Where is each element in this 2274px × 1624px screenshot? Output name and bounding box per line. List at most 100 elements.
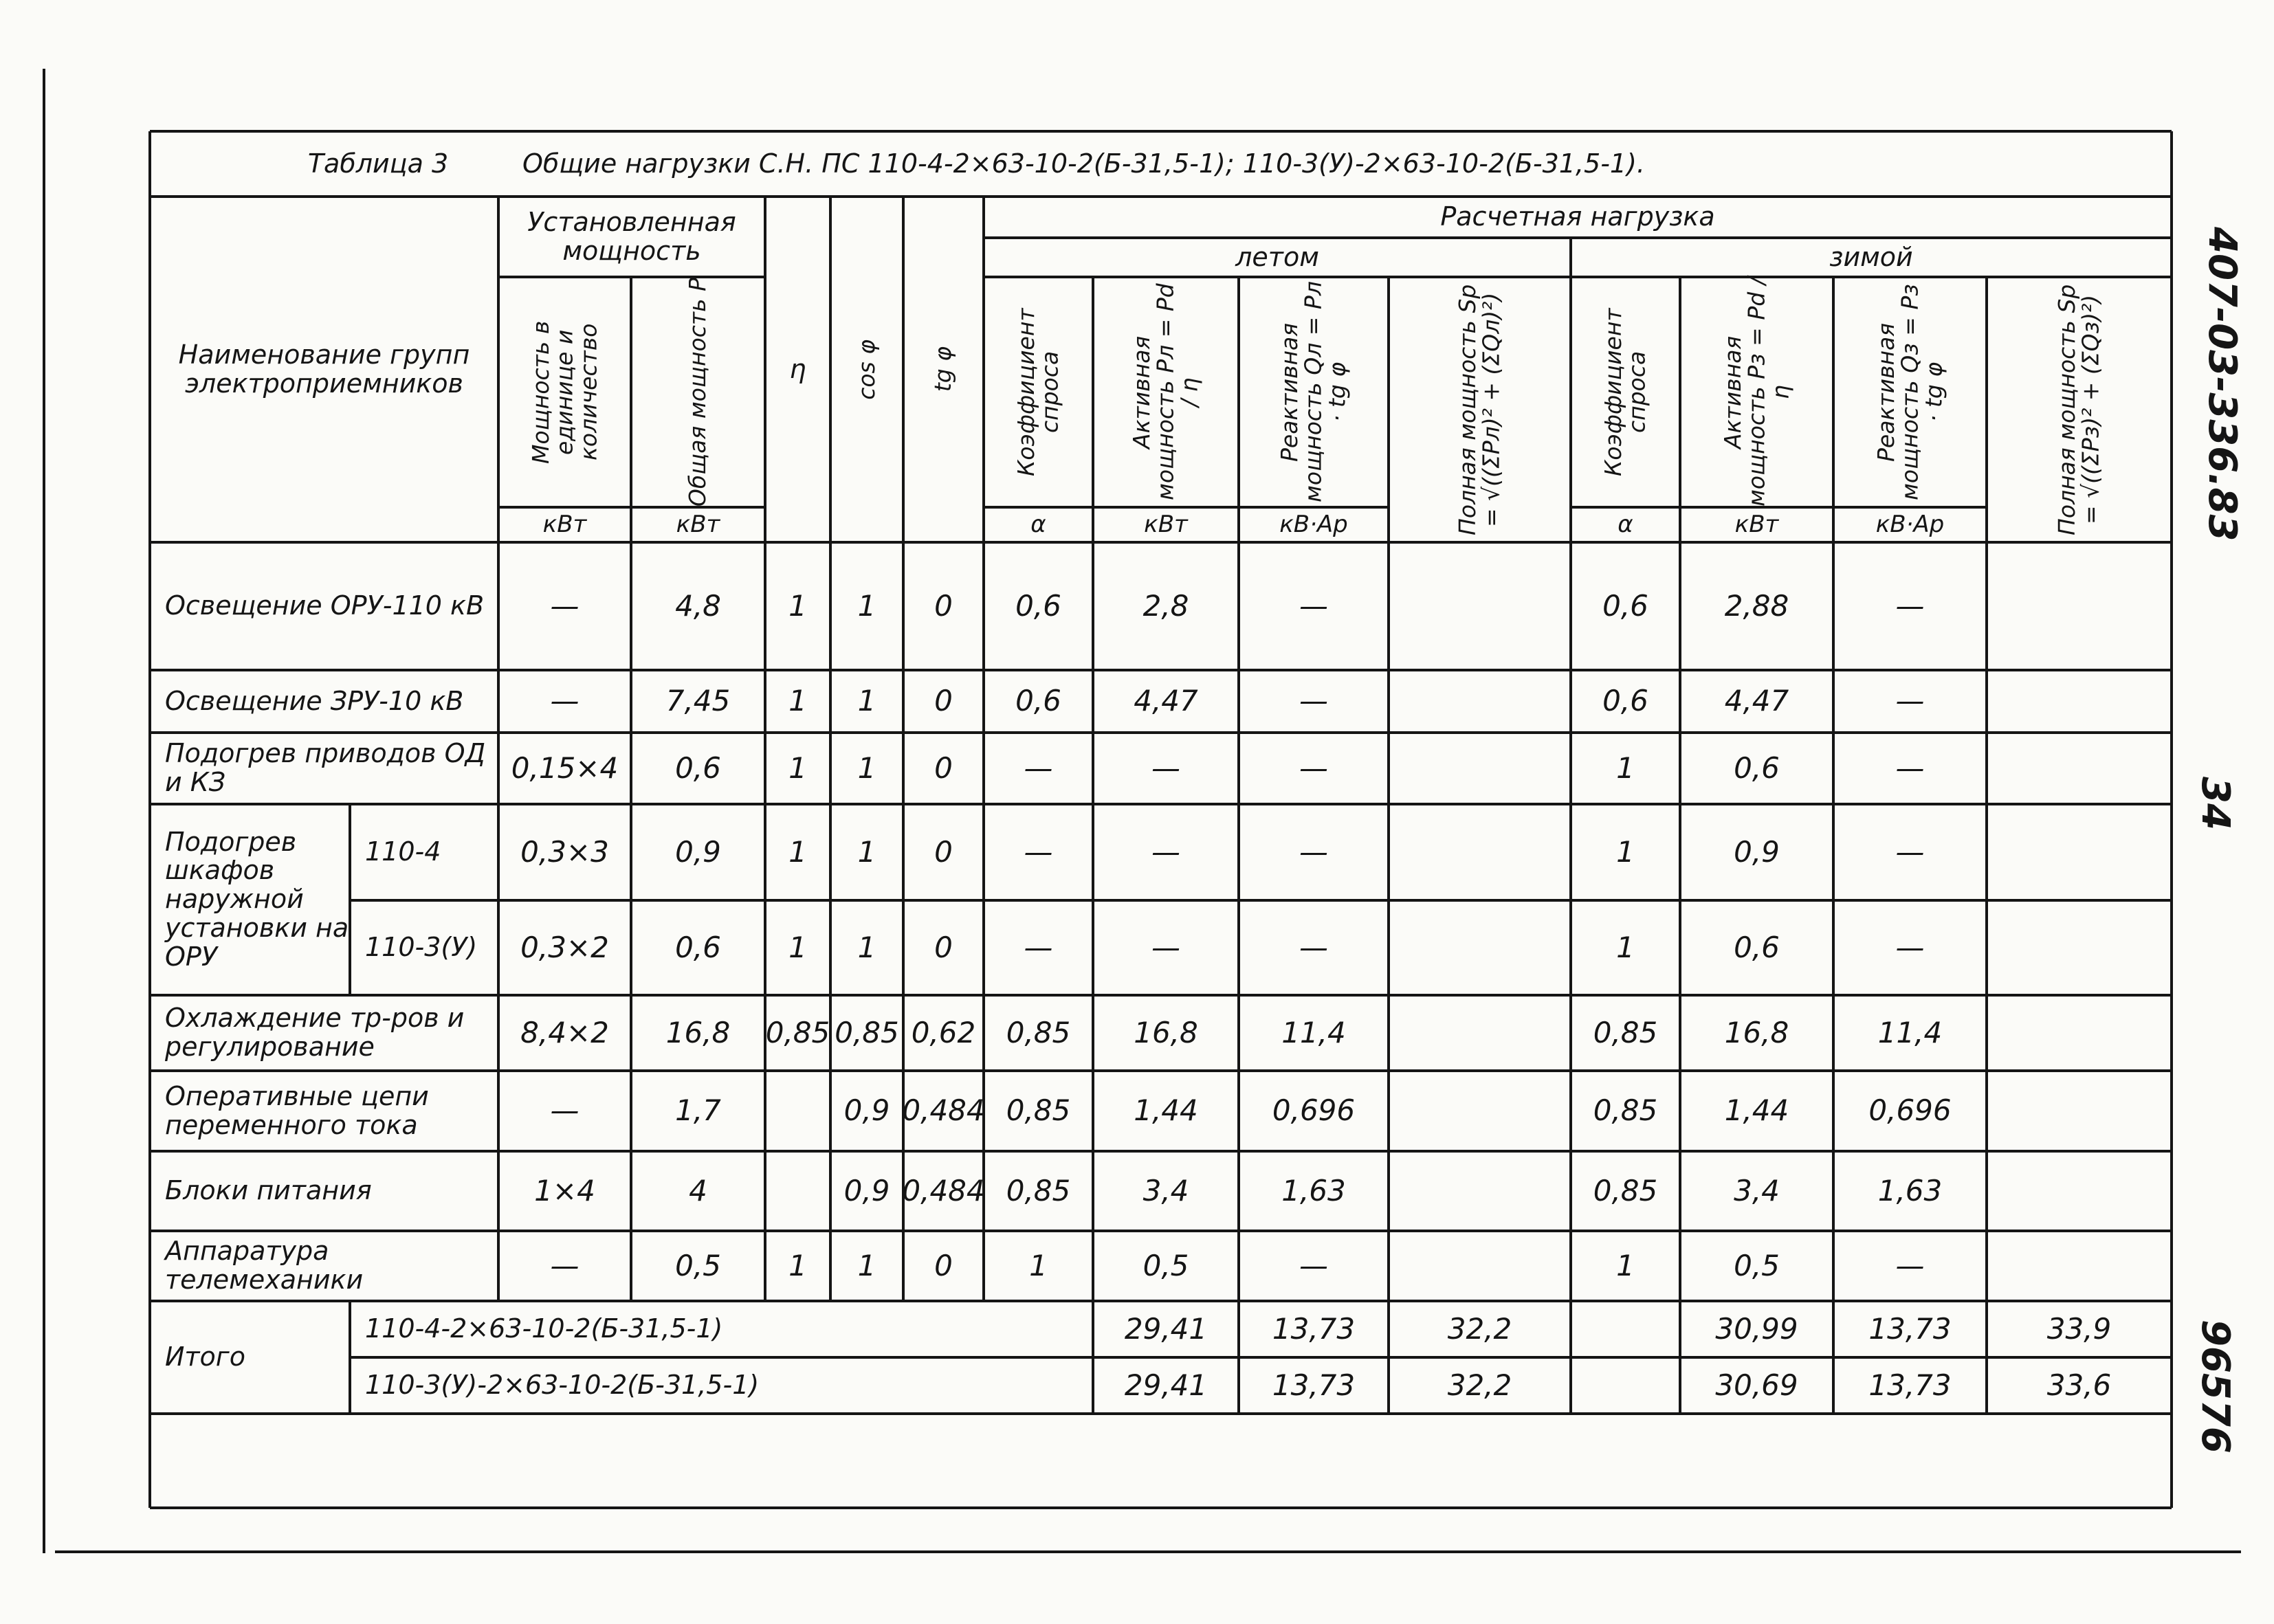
value-cell-text: 13,73 [1868, 1311, 1952, 1346]
value-cell-text: — [1895, 588, 1925, 623]
column-unit: α [1571, 507, 1680, 542]
value-cell-text: — [1024, 750, 1053, 785]
value-cell: — [498, 670, 631, 733]
value-cell-text: 1 [1616, 1248, 1635, 1282]
value-cell: 8,4×2 [498, 995, 631, 1071]
value-cell-text: 1 [1616, 930, 1635, 964]
column-header: Полная мощность Sр = √((ΣPз)² + (ΣQз)²) [1987, 277, 2172, 542]
header-summer: летом [984, 238, 1571, 277]
column-unit: кВт [631, 507, 765, 542]
column-header-text: Реактивная мощность Qз = Pз · tg φ [1872, 284, 1947, 500]
group-name: Подогрев шкафов наружной установки на ОР… [150, 804, 350, 995]
column-header: Коэффициент спроса [984, 277, 1093, 507]
value-cell-text: 0 [934, 588, 953, 623]
value-cell: 11,4 [1833, 995, 1987, 1071]
row-name: Охлаждение тр-ров и регулирование [150, 995, 498, 1071]
value-cell-text: 0,85 [765, 1015, 830, 1049]
value-cell-text: 0,6 [1602, 684, 1648, 718]
column-header-text: η [789, 353, 806, 384]
column-header: tg φ [903, 197, 984, 542]
value-cell: 16,8 [631, 995, 765, 1071]
value-cell-text: — [550, 1093, 579, 1128]
column-header-text: tg φ [929, 346, 957, 392]
value-cell-text: — [1299, 834, 1328, 869]
value-cell-text: 0 [934, 1248, 953, 1282]
header-summer-text: летом [1235, 241, 1319, 272]
column-unit-text: α [1030, 510, 1046, 538]
value-cell: — [984, 733, 1093, 804]
value-cell-text: 0,9 [675, 834, 721, 869]
row-name: Оперативные цепи переменного тока [150, 1071, 498, 1151]
value-cell: 1,63 [1239, 1151, 1389, 1231]
value-cell: 4,47 [1680, 670, 1833, 733]
column-header-text: Мощность в единице и количество [527, 320, 601, 464]
value-cell: — [1833, 804, 1987, 900]
value-cell: 1,44 [1680, 1071, 1833, 1151]
value-cell: — [1239, 1231, 1389, 1301]
value-cell-text: — [1299, 750, 1328, 785]
value-cell-text: — [1151, 930, 1180, 964]
value-cell-text: 1 [1616, 750, 1635, 785]
value-cell: 29,41 [1093, 1301, 1239, 1357]
column-unit: кВ·Ар [1833, 507, 1987, 542]
totals-name: 110-4-2×63-10-2(Б-31,5-1) [350, 1301, 1093, 1357]
column-unit: кВт [1093, 507, 1239, 542]
value-cell: 1 [830, 733, 903, 804]
value-cell: 4,47 [1093, 670, 1239, 733]
value-cell: 1,44 [1093, 1071, 1239, 1151]
value-cell: 1 [765, 1231, 830, 1301]
value-cell: 0 [903, 542, 984, 670]
row-name-text: Освещение ОРУ-110 кВ [165, 590, 485, 621]
value-cell-text: 0,6 [1602, 588, 1648, 623]
value-cell: — [498, 1071, 631, 1151]
value-cell: 30,99 [1680, 1301, 1833, 1357]
value-cell-text: 4,8 [675, 588, 721, 623]
totals-label: Итого [150, 1301, 350, 1414]
row-name-text: Аппаратура телемеханики [165, 1236, 364, 1295]
value-cell: 0,6 [984, 542, 1093, 670]
value-cell: 0,6 [631, 900, 765, 995]
value-cell: 1 [830, 804, 903, 900]
column-unit-text: α [1618, 510, 1633, 538]
row-name: Освещение ЗРУ-10 кВ [150, 670, 498, 733]
value-cell-text: — [1895, 1248, 1925, 1282]
column-header-text: cos φ [852, 339, 880, 400]
column-header-text: Общая мощность P [684, 277, 711, 507]
value-cell-text: — [550, 684, 579, 718]
totals-name: 110-3(У)-2×63-10-2(Б-31,5-1) [350, 1357, 1093, 1414]
value-cell: 0,9 [1680, 804, 1833, 900]
value-cell: 0,6 [631, 733, 765, 804]
value-cell-text: 7,45 [665, 684, 731, 718]
value-cell: 0,6 [1571, 670, 1680, 733]
header-calculated-text: Расчетная нагрузка [1440, 201, 1715, 232]
value-cell: — [1093, 900, 1239, 995]
value-cell: 0,85 [830, 995, 903, 1071]
value-cell-text: 4,47 [1134, 684, 1198, 718]
column-unit-text: кВт [676, 510, 720, 538]
margin-note: 407-03-336.83 [2200, 227, 2244, 542]
value-cell: — [984, 804, 1093, 900]
column-header: Общая мощность P [631, 277, 765, 507]
value-cell-text: 0,6 [1015, 684, 1061, 718]
value-cell-text: 0,6 [1015, 588, 1061, 623]
value-cell-text: 4 [689, 1173, 707, 1208]
table-title-text: Таблица 3 [307, 148, 449, 179]
value-cell: 33,9 [1987, 1301, 2172, 1357]
value-cell-text: 0,9 [843, 1173, 890, 1208]
value-cell-text: 1,7 [675, 1093, 721, 1128]
value-cell-text: 1×4 [534, 1173, 595, 1208]
value-cell: 0,85 [984, 1151, 1093, 1231]
column-unit-text: кВт [1734, 510, 1779, 538]
value-cell: 0,6 [1680, 733, 1833, 804]
value-cell: — [1239, 804, 1389, 900]
value-cell: 0,6 [1571, 542, 1680, 670]
value-cell-text: 0 [934, 684, 953, 718]
value-cell: 0,9 [830, 1071, 903, 1151]
value-cell-text: 0,6 [1734, 750, 1780, 785]
value-cell: — [498, 1231, 631, 1301]
value-cell-text: — [550, 588, 579, 623]
value-cell-text: 16,8 [1134, 1015, 1198, 1049]
row-name: Блоки питания [150, 1151, 498, 1231]
value-cell: 0,85 [984, 1071, 1093, 1151]
value-cell: 13,73 [1239, 1301, 1389, 1357]
